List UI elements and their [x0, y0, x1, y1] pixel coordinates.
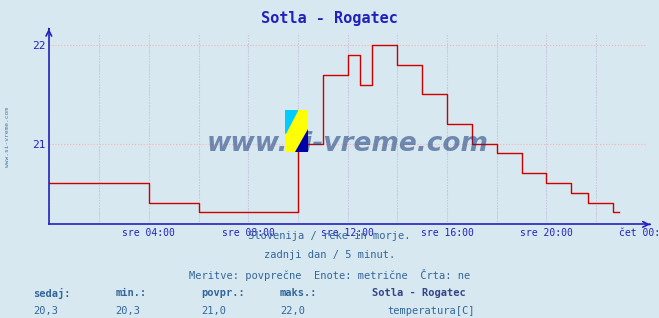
Text: sedaj:: sedaj: — [33, 288, 71, 299]
Text: www.si-vreme.com: www.si-vreme.com — [207, 131, 488, 157]
Text: min.:: min.: — [115, 288, 146, 298]
Text: Sotla - Rogatec: Sotla - Rogatec — [261, 11, 398, 26]
Text: Sotla - Rogatec: Sotla - Rogatec — [372, 288, 466, 298]
Text: Slovenija / reke in morje.: Slovenija / reke in morje. — [248, 231, 411, 240]
Text: povpr.:: povpr.: — [201, 288, 244, 298]
Text: 20,3: 20,3 — [115, 306, 140, 316]
Text: www.si-vreme.com: www.si-vreme.com — [5, 107, 11, 167]
Text: temperatura[C]: temperatura[C] — [387, 306, 475, 316]
Polygon shape — [285, 110, 297, 133]
Text: Meritve: povprečne  Enote: metrične  Črta: ne: Meritve: povprečne Enote: metrične Črta:… — [189, 269, 470, 281]
Polygon shape — [295, 128, 308, 152]
Text: zadnji dan / 5 minut.: zadnji dan / 5 minut. — [264, 250, 395, 259]
Text: 22,0: 22,0 — [280, 306, 305, 316]
Text: maks.:: maks.: — [280, 288, 318, 298]
Text: 20,3: 20,3 — [33, 306, 58, 316]
Text: 21,0: 21,0 — [201, 306, 226, 316]
